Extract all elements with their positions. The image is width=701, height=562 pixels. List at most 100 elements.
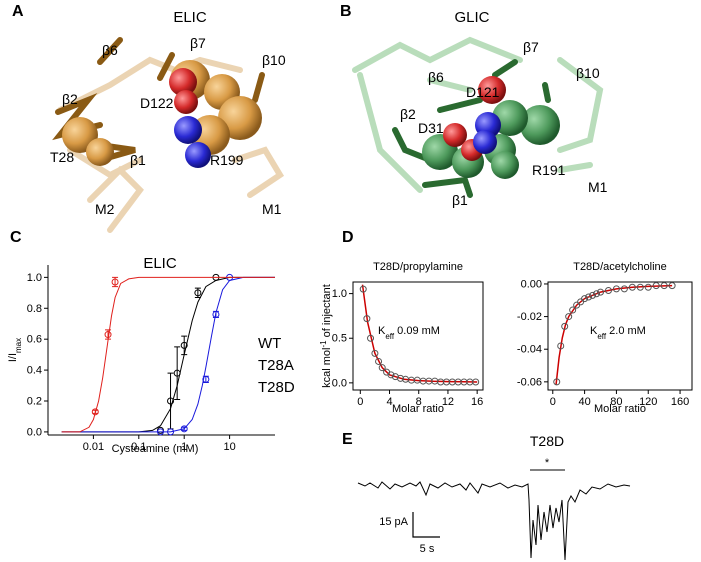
label-part: I/I [7,353,19,362]
data-point [202,375,210,383]
error-bar [181,426,188,431]
x-tick-label: 8 [416,396,422,408]
data-point [604,286,612,294]
current-trace [357,481,631,561]
error-bar [174,346,181,400]
residue-label: β7 [523,39,539,55]
y-tick-label: 0.00 [521,278,542,290]
data-point [561,322,569,330]
panel-label: B [340,3,352,20]
label-part: K [590,325,598,337]
data-point [585,293,593,301]
data-point [628,283,636,291]
residue-label: β1 [130,152,146,168]
fit-line [61,276,275,433]
scale-bar [412,512,440,538]
data-point [180,425,188,433]
panel-label: A [12,3,24,20]
data-point [104,331,112,339]
residue-label: M2 [95,201,115,217]
data-point [597,288,605,296]
data-point [581,295,589,303]
data-point [652,282,660,290]
label-part: 0.09 mM [394,325,440,337]
residue-label: β10 [576,65,600,81]
y-tick-label: -0.02 [517,311,542,323]
data-point [557,342,565,350]
data-point [173,369,181,377]
data-point [375,357,383,365]
trace-title: T28D [530,433,564,449]
y-tick-label: 0.4 [27,365,42,377]
y-tick-label: -0.04 [517,344,542,356]
data-point [553,378,561,386]
residue-label: β10 [262,52,286,68]
chart-title: ELIC [143,255,177,272]
data-point [371,349,379,357]
data-point [620,285,628,293]
x-tick-label: 1 [181,441,187,453]
plot-frame [547,281,693,391]
structure-b [352,36,604,198]
x-tick-label: 12 [442,396,454,408]
axis-label: kcal mol-1 of injectant [319,284,334,388]
scale-y-label: 15 pA [379,516,408,528]
x-axis-label: Molar ratio [392,403,444,415]
label-part: max [14,338,23,353]
legend-entry: WT [258,335,281,352]
y-tick-label: 0.0 [27,426,42,438]
fit-line [361,284,478,383]
data-point [472,378,480,386]
data-point [387,371,395,379]
scale-x-label: 5 s [420,543,435,555]
residue-label: M1 [588,179,608,195]
data-point [636,283,644,291]
trace-marker: * [545,457,550,469]
x-tick-label: 0 [550,396,556,408]
residue-label: β6 [428,69,444,85]
x-tick-label: 0.01 [83,441,104,453]
x-tick-label: 10 [223,441,235,453]
y-tick-label: 0.5 [332,333,347,345]
data-point [167,428,175,436]
data-point [167,397,175,405]
x-tick-label: 0.1 [131,441,146,453]
panel-label: C [10,229,22,246]
label-part: 2.0 mM [606,325,646,337]
error-bar [181,335,188,356]
chart-title: T28D/acetylcholine [573,261,667,273]
y-tick-label: 1.0 [27,272,42,284]
data-point [180,341,188,349]
data-point [363,315,371,323]
data-point [378,364,386,372]
residue-label: M1 [262,201,282,217]
x-axis-label: Molar ratio [594,403,646,415]
y-tick-label: 0.0 [332,377,347,389]
x-tick-label: 120 [639,396,657,408]
axis-label: Keff 0.09 mM [378,325,440,341]
residue-label: β6 [102,42,118,58]
label-part: of injectant [321,284,333,340]
y-tick-label: 0.6 [27,334,42,346]
legend-entry: T28A [258,357,294,374]
residue-label: β1 [452,192,468,208]
label-part: eff [385,332,395,341]
residue-label: D31 [418,120,444,136]
x-tick-label: 4 [386,396,392,408]
x-tick-label: 16 [471,396,483,408]
data-point [565,313,573,321]
panel-label: E [342,431,353,448]
x-tick-label: 0 [357,396,363,408]
error-bar [92,409,99,414]
x-axis-label: Cysteamine (mM) [112,443,199,455]
residue-label: T28 [50,149,74,165]
data-point [212,310,220,318]
residue-label: β2 [400,106,416,122]
data-point [194,289,202,297]
residue-label: R199 [210,152,244,168]
data-point [91,408,99,416]
x-tick-label: 80 [610,396,622,408]
y-tick-label: -0.06 [517,376,542,388]
